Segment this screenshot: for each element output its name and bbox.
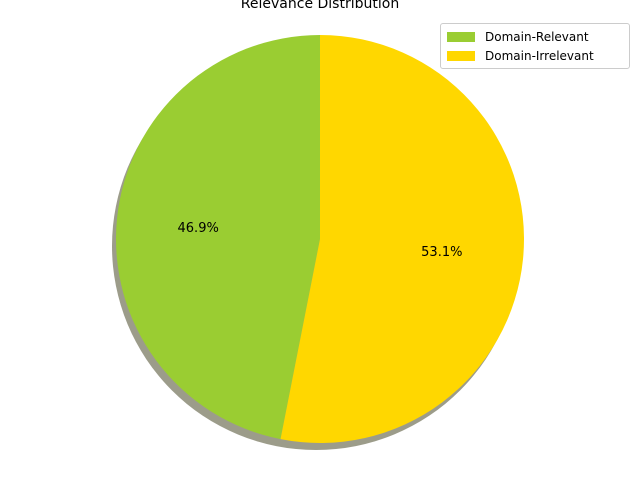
chart-legend: Domain-Relevant Domain-Irrelevant [440,23,630,69]
legend-swatch-irrelevant [447,50,475,61]
legend-item-relevant: Domain-Relevant [447,27,623,46]
pie-slice-irrelevant [280,35,525,443]
legend-label-relevant: Domain-Relevant [485,29,589,44]
legend-item-irrelevant: Domain-Irrelevant [447,46,623,65]
pie-labels: 46.9% 53.1% [178,221,463,260]
pie-slice-relevant [116,35,320,440]
legend-label-irrelevant: Domain-Irrelevant [485,48,594,63]
pie-pct-label-irrelevant: 53.1% [421,245,462,260]
pie-slices [116,35,525,443]
pie-pct-label-relevant: 46.9% [178,221,219,236]
legend-swatch-relevant [447,31,475,42]
chart-title: Relevance Distribution [241,0,399,12]
